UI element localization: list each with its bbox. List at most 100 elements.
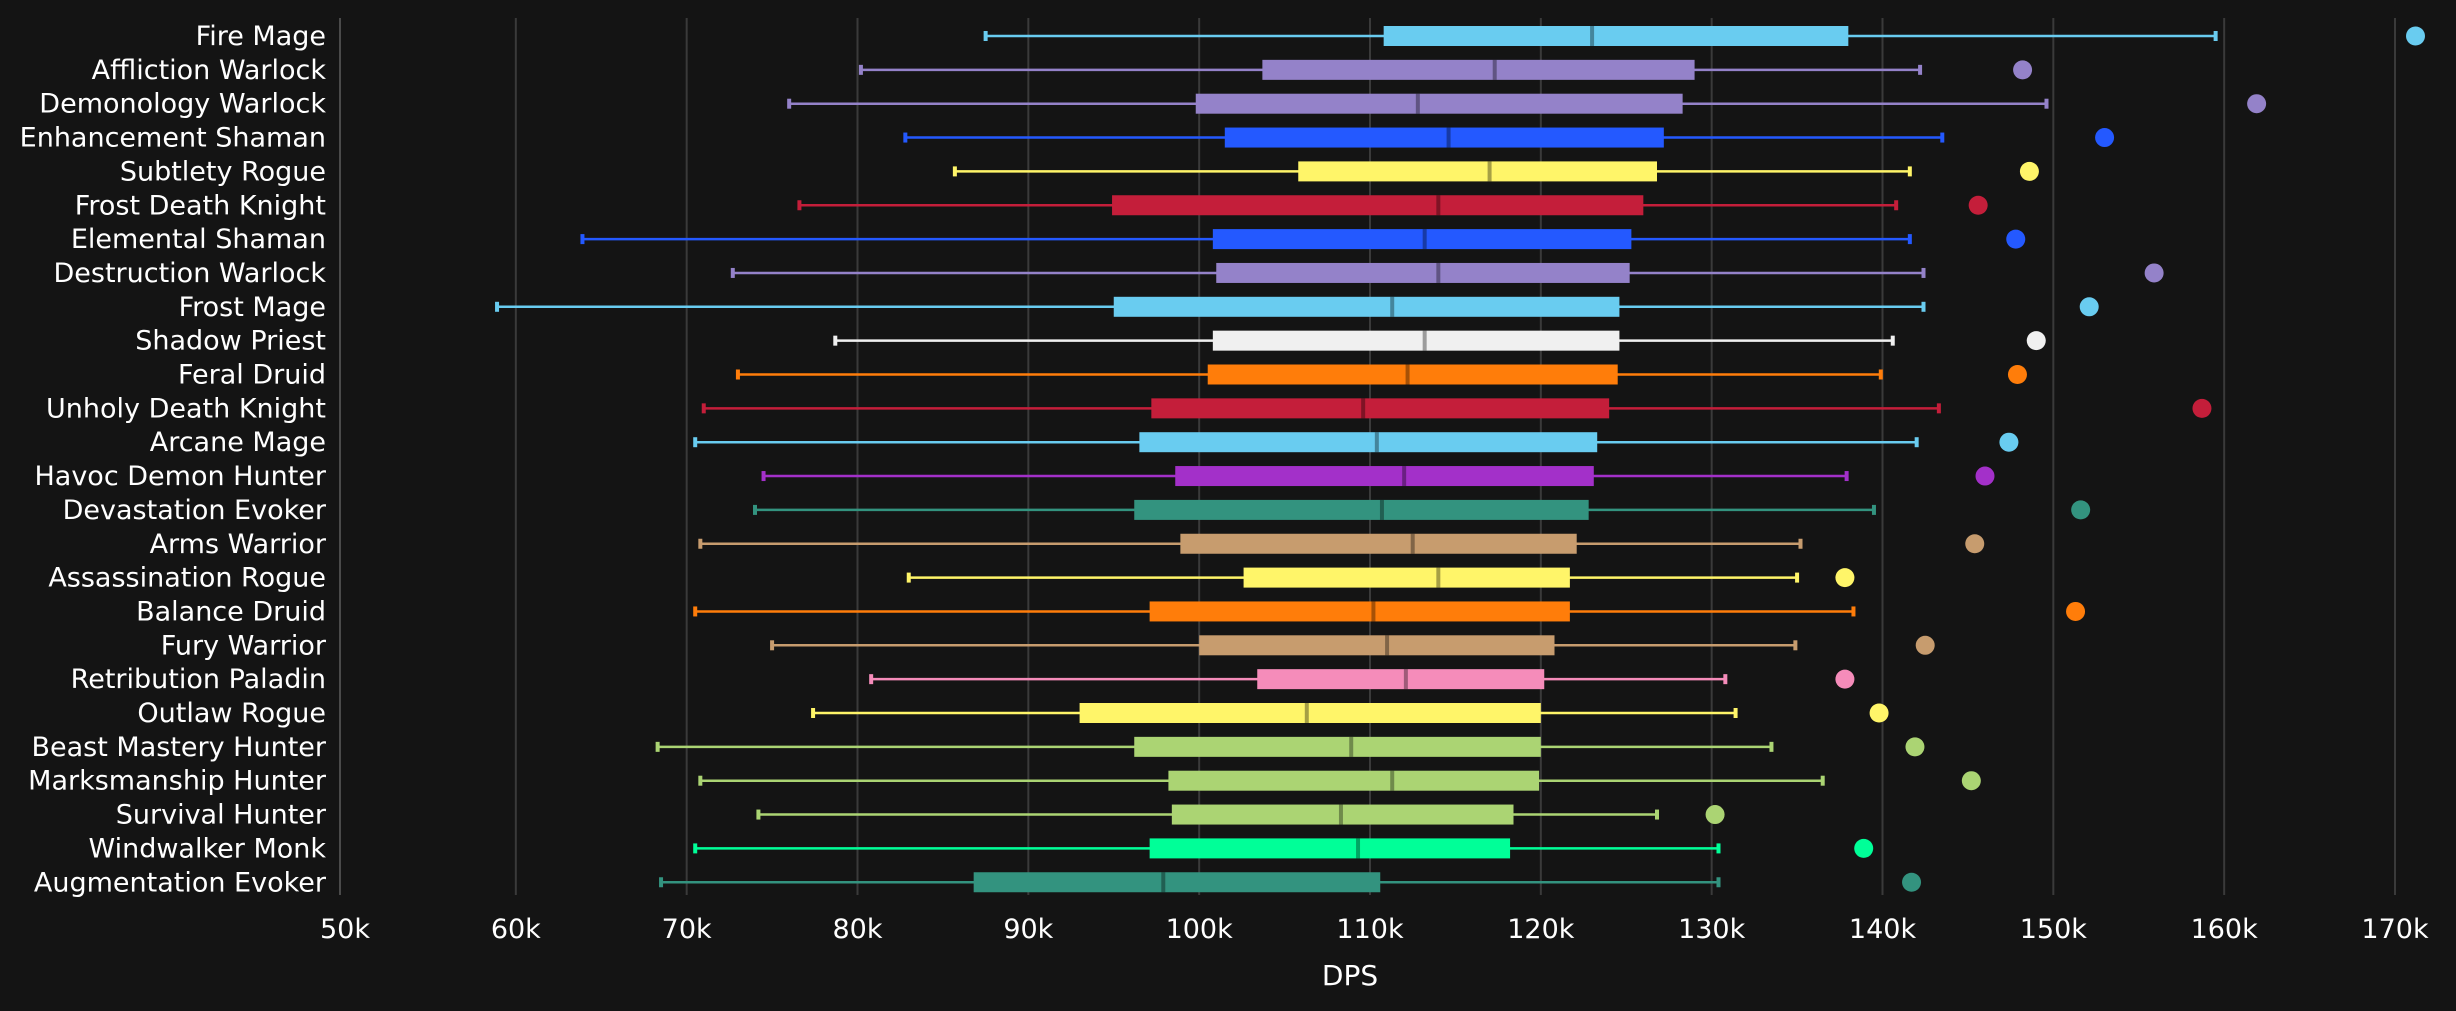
box-outlaw-rogue (811, 703, 1889, 723)
category-label: Feral Druid (178, 360, 326, 391)
category-label: Assassination Rogue (48, 563, 326, 594)
iqr-box (1113, 296, 1620, 317)
x-axis-title: DPS (1322, 959, 1378, 992)
box-affliction-warlock (858, 59, 2033, 80)
outlier-point (2079, 297, 2099, 317)
category-label: Enhancement Shaman (20, 123, 326, 154)
outlier-point (1835, 669, 1855, 689)
iqr-box (1243, 567, 1570, 588)
box-fire-mage (983, 26, 2425, 46)
x-axis-ticks: 50k 60k 70k 80k 90k 100k 110k 120k 130k 140k 150k 1… (320, 914, 2429, 945)
outlier-point (1835, 568, 1855, 588)
box-assassination-rogue (906, 567, 1855, 588)
box-augmentation-evoker (659, 872, 1922, 893)
iqr-box (1298, 161, 1657, 182)
iqr-box (1168, 770, 1540, 791)
category-label: Augmentation Evoker (34, 867, 327, 898)
iqr-box (1149, 601, 1570, 622)
x-tick-label: 120k (1507, 914, 1575, 945)
grid-layer (339, 18, 2396, 895)
box-enhancement-shaman (903, 127, 2115, 148)
iqr-box (1212, 330, 1620, 351)
outlier-point (2066, 601, 2086, 621)
x-tick-label: 80k (833, 914, 883, 945)
box-retribution-paladin (869, 669, 1855, 690)
category-label: Arcane Mage (150, 427, 326, 458)
iqr-box (1224, 127, 1664, 148)
category-label: Marksmanship Hunter (28, 766, 327, 797)
outlier-point (1705, 805, 1725, 825)
outlier-point (2013, 60, 2033, 80)
iqr-box (1139, 432, 1598, 453)
x-tick-label: 110k (1336, 914, 1404, 945)
iqr-box (1383, 26, 1849, 46)
category-label: Fury Warrior (161, 630, 327, 661)
box-demonology-warlock (787, 93, 2267, 114)
box-arcane-mage (693, 432, 2019, 453)
outlier-point (1869, 703, 1889, 723)
outlier-point (1999, 432, 2019, 452)
x-tick-label: 170k (2361, 914, 2429, 945)
iqr-box (1112, 195, 1644, 216)
outlier-point (2144, 263, 2164, 283)
iqr-box (1207, 364, 1618, 385)
category-label: Frost Death Knight (75, 190, 326, 221)
outlier-point (1915, 635, 1935, 655)
iqr-box (1195, 93, 1683, 114)
outlier-point (2026, 331, 2046, 351)
iqr-box (1180, 533, 1577, 554)
category-label: Elemental Shaman (71, 224, 326, 255)
box-feral-druid (735, 364, 2027, 385)
outlier-point (1965, 534, 1985, 554)
box-beast-mastery-hunter (655, 736, 1925, 757)
box-subtlety-rogue (952, 161, 2039, 182)
category-label: Subtlety Rogue (120, 156, 326, 187)
category-label: Destruction Warlock (53, 258, 326, 289)
iqr-box (1175, 466, 1594, 487)
category-label: Retribution Paladin (71, 664, 326, 695)
x-tick-label: 130k (1678, 914, 1746, 945)
box-destruction-warlock (730, 262, 2164, 283)
iqr-box (1199, 635, 1555, 656)
outlier-point (2095, 128, 2115, 148)
iqr-box (1257, 669, 1545, 690)
category-label: Outlaw Rogue (137, 698, 326, 729)
iqr-box (1151, 398, 1610, 419)
outlier-point (1902, 872, 1922, 892)
category-label: Fire Mage (196, 21, 326, 52)
box-fury-warrior (770, 635, 1935, 656)
box-balance-druid (693, 601, 2086, 622)
box-survival-hunter (756, 804, 1725, 825)
category-label: Balance Druid (136, 596, 326, 627)
x-tick-label: 100k (1166, 914, 1234, 945)
outlier-point (1968, 195, 1988, 215)
box-arms-warrior (698, 533, 1985, 554)
x-tick-label: 50k (320, 914, 370, 945)
outlier-point (1961, 771, 1981, 791)
x-tick-label: 160k (2191, 914, 2259, 945)
category-label: Beast Mastery Hunter (31, 732, 326, 763)
box-elemental-shaman (580, 229, 2026, 250)
box-unholy-death-knight (701, 398, 2212, 419)
category-label: Arms Warrior (150, 529, 327, 560)
iqr-box (1171, 804, 1514, 825)
category-label: Shadow Priest (135, 326, 326, 357)
boxes-layer (495, 26, 2425, 893)
box-havoc-demon-hunter (761, 466, 1995, 487)
x-tick-label: 140k (1849, 914, 1917, 945)
outlier-point (2247, 94, 2267, 114)
category-label: Affliction Warlock (92, 55, 327, 86)
category-label: Demonology Warlock (39, 89, 326, 120)
iqr-box (1212, 229, 1632, 250)
x-tick-label: 150k (2020, 914, 2088, 945)
iqr-box (1149, 838, 1511, 859)
outlier-point (1905, 737, 1925, 757)
category-label: Survival Hunter (116, 800, 327, 831)
category-label: Frost Mage (179, 292, 326, 323)
iqr-box (973, 872, 1381, 893)
outlier-point (1854, 838, 1874, 858)
box-shadow-priest (833, 330, 2046, 351)
box-devastation-evoker (753, 499, 2091, 520)
